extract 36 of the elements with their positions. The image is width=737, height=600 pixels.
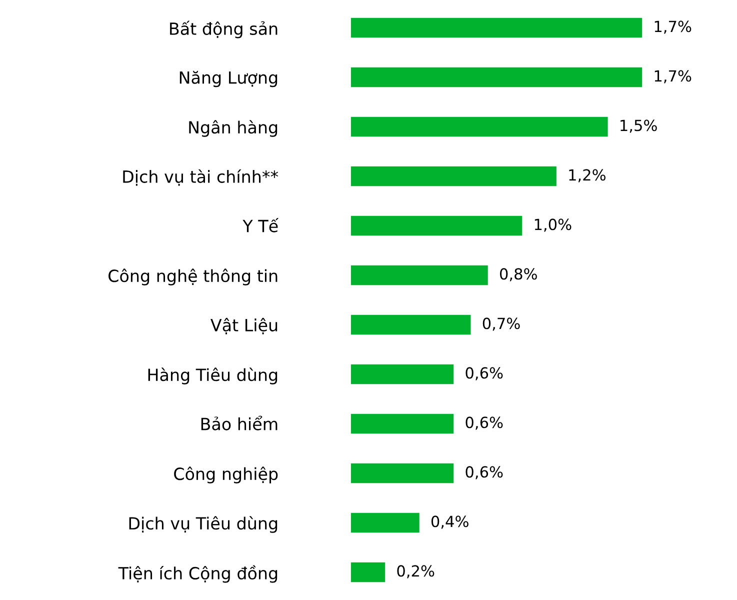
data-label: 1,0%	[534, 218, 572, 232]
y-tick-label: Bất động sản	[170, 20, 278, 38]
bar	[350, 166, 556, 186]
data-label: 0,8%	[500, 268, 537, 282]
bar	[350, 265, 488, 286]
data-label: 0,6%	[466, 466, 503, 480]
data-label: 0,2%	[397, 565, 434, 578]
bar	[350, 562, 386, 582]
y-tick-label: Vật Liệu	[210, 318, 278, 334]
bar	[350, 18, 642, 38]
y-tick-label: Năng Lượng	[180, 70, 278, 88]
y-tick-label: Bảo hiểm	[201, 416, 278, 430]
bar	[350, 463, 454, 484]
bar	[350, 216, 522, 236]
y-tick-label: Y Tế	[242, 218, 279, 232]
bar	[350, 67, 642, 88]
data-label: 1,2%	[569, 169, 606, 182]
data-label: 0,6%	[466, 367, 503, 380]
bar	[350, 414, 454, 434]
y-tick-label: Ngân hàng	[189, 120, 278, 137]
bar	[350, 116, 608, 137]
data-label: 1,7%	[654, 70, 692, 84]
data-label: 1,5%	[620, 120, 657, 133]
y-tick-label: Công nghệ thông tin	[108, 268, 278, 286]
bar	[350, 364, 454, 384]
bar	[350, 512, 420, 533]
y-tick-label: Tiện ích Cộng đồng	[118, 565, 278, 583]
y-tick-label: Dịch vụ Tiêu dùng	[129, 516, 278, 533]
y-tick-label: Hàng Tiêu dùng	[148, 368, 278, 384]
data-label: 0,4%	[431, 516, 468, 529]
y-tick-label: Công nghiệp	[174, 466, 278, 484]
data-label: 0,6%	[466, 416, 503, 430]
bar	[350, 314, 471, 335]
y-tick-label: Dịch vụ tài chính**	[123, 169, 278, 186]
data-label: 0,7%	[482, 318, 520, 331]
data-label: 1,7%	[654, 20, 692, 34]
